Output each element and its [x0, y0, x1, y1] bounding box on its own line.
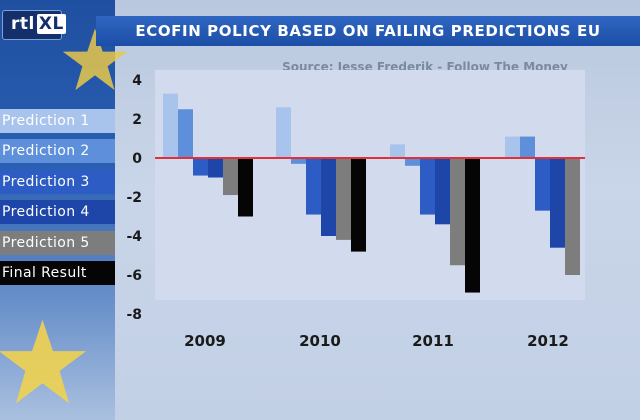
bar — [306, 158, 321, 215]
y-tick-label: 0 — [132, 151, 142, 167]
bar — [336, 158, 351, 240]
bar — [223, 158, 238, 196]
bar — [505, 136, 520, 158]
bar — [238, 158, 253, 217]
legend-item: Prediction 1 — [0, 109, 115, 133]
logo-text: rtl — [11, 14, 35, 34]
legend-item: Prediction 3 — [0, 170, 115, 194]
legend-item: Prediction 2 — [0, 139, 115, 163]
x-category-label: 2009 — [184, 332, 226, 350]
bar — [208, 158, 223, 178]
x-category-label: 2010 — [299, 332, 341, 350]
y-tick-label: -6 — [126, 268, 142, 284]
legend-item: Prediction 4 — [0, 200, 115, 224]
bar — [420, 158, 435, 215]
legend-item: Final Result — [0, 261, 115, 285]
channel-logo: rtl XL — [2, 10, 66, 40]
bar — [291, 158, 306, 164]
title-bar: ECOFIN POLICY BASED ON FAILING PREDICTIO… — [96, 16, 640, 46]
bar — [321, 158, 336, 236]
bar — [550, 158, 565, 248]
bar — [163, 93, 178, 158]
bar — [390, 144, 405, 158]
bar — [435, 158, 450, 225]
x-category-label: 2012 — [527, 332, 569, 350]
star-icon — [62, 28, 128, 91]
bar — [535, 158, 550, 211]
bar — [178, 109, 193, 158]
bar — [193, 158, 208, 176]
star-icon — [0, 319, 87, 404]
bar — [565, 158, 580, 275]
bar — [450, 158, 465, 266]
plot-area — [155, 70, 585, 300]
legend-item: Prediction 5 — [0, 231, 115, 255]
y-tick-label: -4 — [126, 229, 142, 245]
y-tick-label: -2 — [126, 190, 142, 206]
y-tick-label: -8 — [126, 307, 142, 323]
bar — [351, 158, 366, 252]
bar — [276, 107, 291, 158]
y-tick-label: 4 — [132, 73, 142, 89]
logo-badge: XL — [36, 14, 66, 34]
chart-title: ECOFIN POLICY BASED ON FAILING PREDICTIO… — [135, 22, 601, 40]
bar — [520, 136, 535, 158]
y-tick-label: 2 — [132, 112, 142, 128]
bar — [465, 158, 480, 293]
x-category-label: 2011 — [412, 332, 454, 350]
bar — [405, 158, 420, 166]
